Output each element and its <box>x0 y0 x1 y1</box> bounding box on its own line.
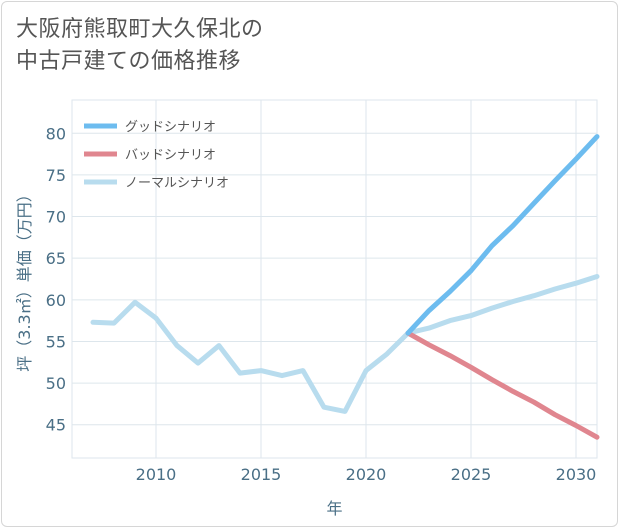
chart-title: 大阪府熊取町大久保北の 中古戸建ての価格推移 <box>16 14 264 78</box>
series-lines <box>90 134 600 440</box>
legend-label-normal: ノーマルシナリオ <box>125 176 229 191</box>
series-line-bad <box>405 330 600 440</box>
y-tick-label: 60 <box>46 291 66 310</box>
y-tick-label: 75 <box>46 166 66 185</box>
x-tick-label: 2025 <box>451 465 492 484</box>
y-tick-label: 50 <box>46 374 66 393</box>
axes: 45 50 55 60 65 70 75 80 2010 2015 2020 2025 2030 <box>46 124 597 484</box>
x-tick-label: 2010 <box>136 465 177 484</box>
legend-label-bad: バッドシナリオ <box>125 148 216 163</box>
y-tick-label: 55 <box>46 332 66 351</box>
y-axis-label: 坪（3.3㎡）単価（万円） <box>15 186 34 371</box>
y-tick-label: 45 <box>46 416 66 435</box>
x-tick-label: 2030 <box>556 465 597 484</box>
chart-title-line-2: 中古戸建ての価格推移 <box>16 49 242 74</box>
series-line-good <box>405 134 600 336</box>
x-tick-label: 2020 <box>346 465 387 484</box>
series-line-normal <box>90 274 600 414</box>
y-tick-label: 65 <box>46 249 66 268</box>
chart-title-line-1: 大阪府熊取町大久保北の <box>16 17 264 42</box>
legend-label-good: グッドシナリオ <box>125 120 216 135</box>
grid-lines <box>71 99 598 459</box>
x-axis-label: 年 <box>326 499 342 518</box>
y-tick-label: 70 <box>46 208 66 227</box>
y-tick-label: 80 <box>46 124 66 143</box>
x-tick-label: 2015 <box>241 465 282 484</box>
